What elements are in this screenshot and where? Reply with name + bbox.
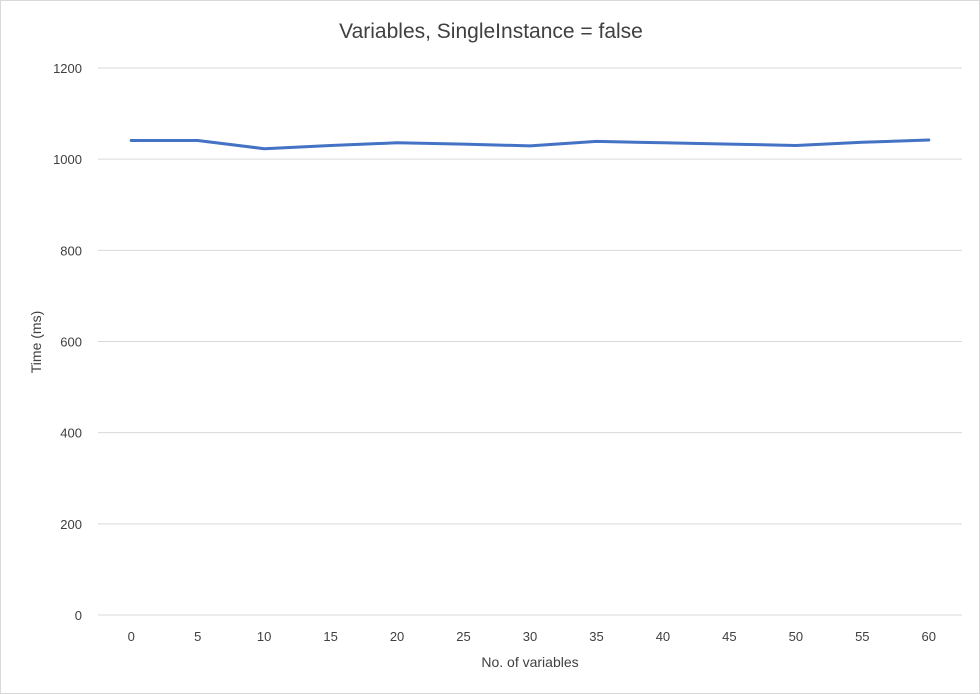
y-tick-label: 600 — [60, 335, 82, 350]
x-tick-label: 55 — [855, 629, 869, 644]
data-point — [395, 141, 399, 144]
x-tick-label: 50 — [789, 629, 803, 644]
y-tick-label: 200 — [60, 517, 82, 532]
x-tick-label: 60 — [922, 629, 936, 644]
y-tick-label: 1000 — [53, 152, 82, 167]
y-axis-ticks: 0 200 400 600 800 1000 1200 — [53, 61, 82, 623]
y-axis-title: Time (ms) — [28, 311, 44, 373]
series-lines — [129, 138, 931, 151]
chart-title: Variables, SingleInstance = false — [339, 20, 643, 43]
x-tick-label: 15 — [323, 629, 337, 644]
data-point — [462, 142, 465, 146]
data-point — [329, 144, 332, 147]
x-tick-label: 0 — [128, 629, 135, 644]
x-tick-label: 10 — [257, 629, 271, 644]
y-tick-label: 1200 — [53, 61, 82, 76]
x-tick-label: 5 — [194, 629, 201, 644]
data-point — [528, 144, 532, 148]
x-axis-ticks: 0 5 10 15 20 25 30 35 40 45 50 55 60 — [128, 629, 936, 644]
data-point — [861, 141, 864, 144]
x-tick-label: 20 — [390, 629, 404, 644]
data-point — [728, 142, 731, 146]
gridlines — [98, 67, 962, 616]
data-point — [927, 138, 930, 142]
y-tick-label: 0 — [75, 608, 82, 623]
x-tick-label: 35 — [589, 629, 603, 644]
data-point — [794, 144, 798, 147]
x-tick-label: 25 — [456, 629, 470, 644]
x-tick-label: 45 — [722, 629, 736, 644]
data-point — [196, 139, 199, 142]
x-tick-label: 40 — [656, 629, 670, 644]
x-tick-label: 30 — [523, 629, 537, 644]
data-point — [130, 139, 133, 142]
data-point — [661, 141, 665, 144]
y-tick-label: 800 — [60, 243, 82, 258]
x-axis-title: No. of variables — [481, 654, 578, 670]
y-tick-label: 400 — [60, 426, 82, 441]
data-point — [262, 147, 266, 150]
data-point — [595, 140, 598, 143]
series-line-1 — [129, 138, 931, 151]
